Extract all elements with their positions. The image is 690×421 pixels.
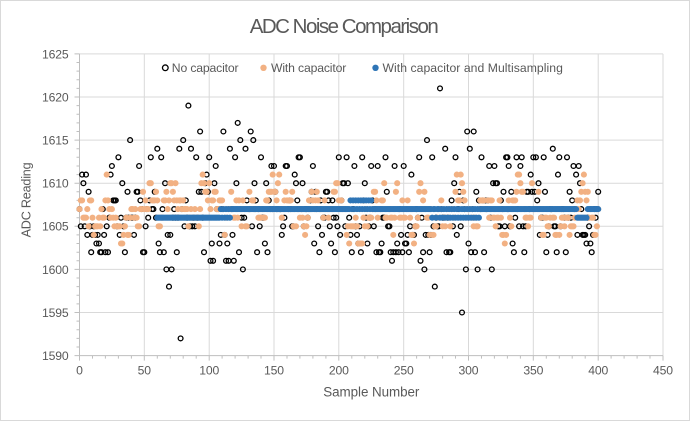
svg-text:1600: 1600 xyxy=(42,263,69,277)
svg-text:0: 0 xyxy=(76,364,83,378)
svg-text:No capacitor: No capacitor xyxy=(172,61,239,75)
svg-text:1605: 1605 xyxy=(42,220,69,234)
svg-text:250: 250 xyxy=(394,364,414,378)
svg-text:1590: 1590 xyxy=(42,349,69,363)
svg-text:1610: 1610 xyxy=(42,177,69,191)
svg-text:1615: 1615 xyxy=(42,134,69,148)
svg-text:150: 150 xyxy=(264,364,284,378)
svg-text:350: 350 xyxy=(523,364,543,378)
svg-text:200: 200 xyxy=(329,364,349,378)
svg-text:ADC Noise Comparison: ADC Noise Comparison xyxy=(250,15,439,38)
svg-text:300: 300 xyxy=(459,364,479,378)
svg-text:1595: 1595 xyxy=(42,306,69,320)
svg-text:1625: 1625 xyxy=(42,47,69,61)
svg-text:50: 50 xyxy=(138,364,152,378)
svg-text:450: 450 xyxy=(653,364,673,378)
svg-text:1620: 1620 xyxy=(42,90,69,104)
svg-text:Sample Number: Sample Number xyxy=(323,384,420,399)
svg-text:ADC Reading: ADC Reading xyxy=(19,162,33,237)
svg-text:With capacitor: With capacitor xyxy=(271,61,346,75)
svg-text:400: 400 xyxy=(588,364,608,378)
svg-text:With capacitor and Multisampli: With capacitor and Multisampling xyxy=(383,61,563,75)
svg-text:100: 100 xyxy=(199,364,219,378)
